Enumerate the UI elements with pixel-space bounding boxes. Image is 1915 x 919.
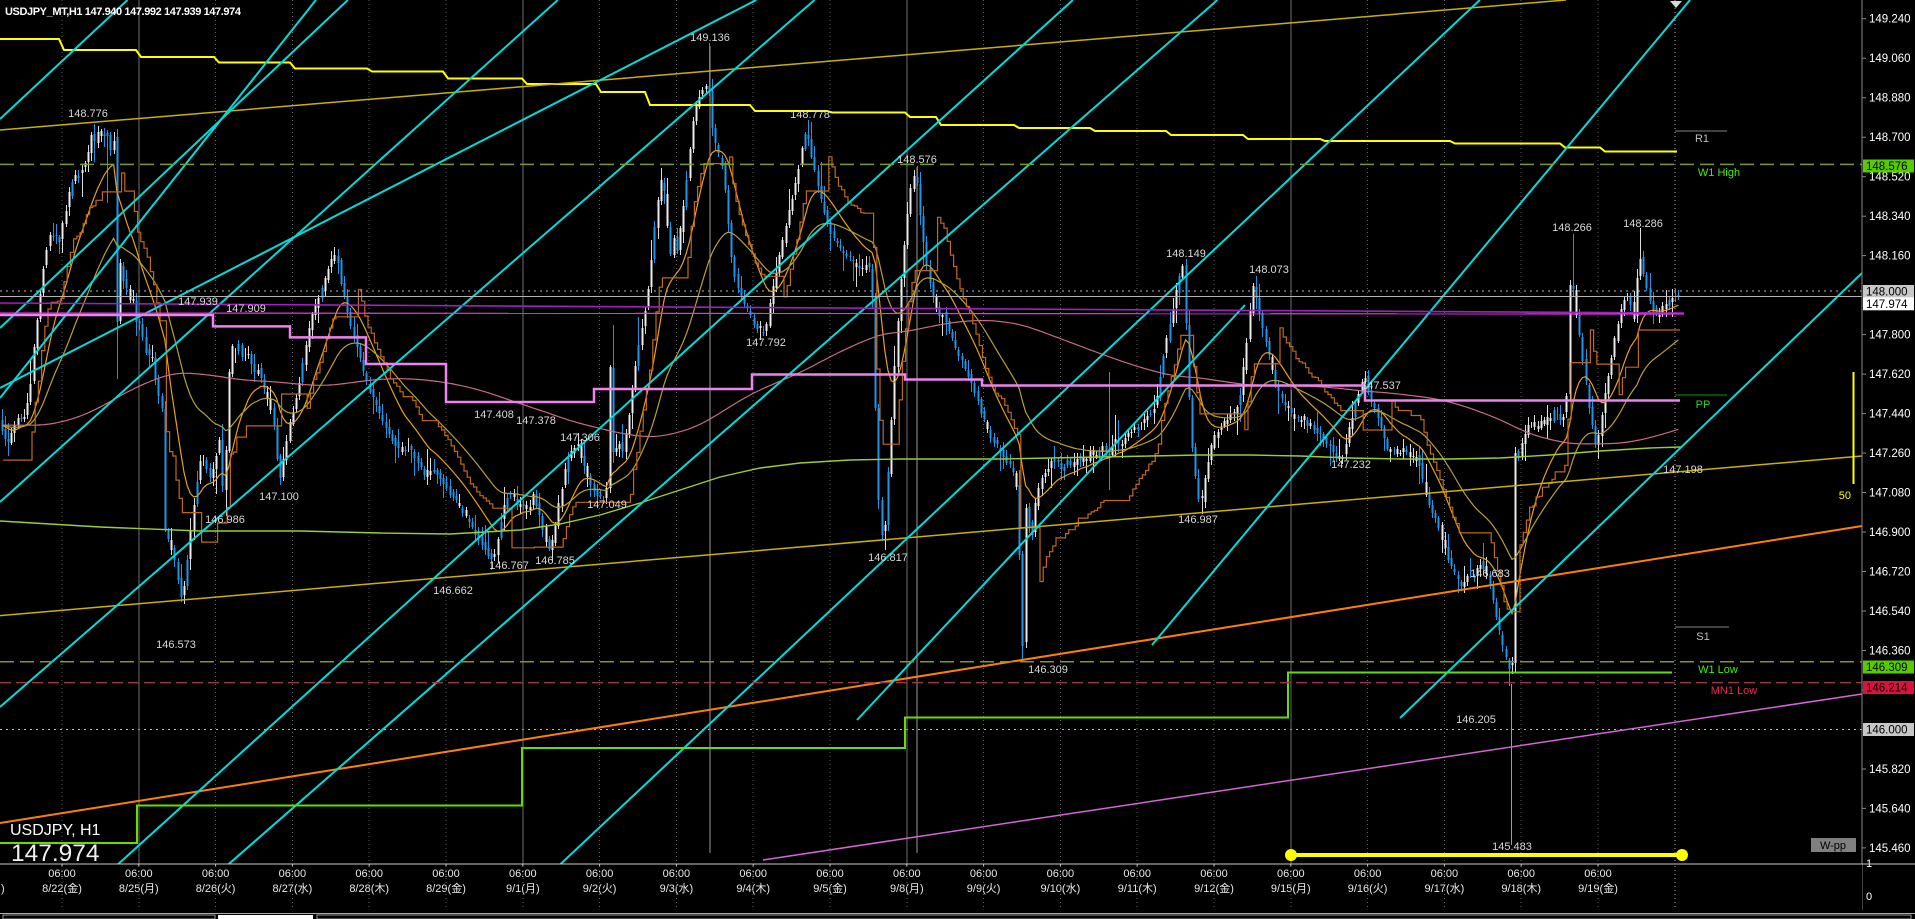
svg-text:148.340: 148.340 [1869,211,1911,223]
svg-text:9/1(月): 9/1(月) [506,883,540,895]
svg-text:146.540: 146.540 [1869,606,1911,618]
svg-text:147.440: 147.440 [1869,409,1911,421]
svg-text:S1: S1 [1696,631,1709,643]
svg-text:147.792: 147.792 [746,337,786,349]
svg-text:148.576: 148.576 [1866,161,1908,173]
svg-text:146.683: 146.683 [1470,568,1510,580]
svg-text:USDJPY, H1: USDJPY, H1 [10,822,101,839]
svg-text:9/16(火): 9/16(火) [1348,883,1388,895]
svg-text:9/5(金): 9/5(金) [813,881,847,895]
svg-text:147.378: 147.378 [516,415,556,427]
svg-text:145.820: 145.820 [1869,764,1911,776]
svg-text:9/9(火): 9/9(火) [967,883,1001,895]
svg-text:147.049: 147.049 [587,499,627,511]
svg-text:9/3(水): 9/3(水) [660,882,694,895]
svg-text:146.573: 146.573 [156,639,196,651]
svg-text:147.537: 147.537 [1361,380,1401,392]
svg-text:W1 Low: W1 Low [1698,664,1738,676]
svg-text:146.767: 146.767 [489,560,529,572]
svg-text:146.309: 146.309 [1028,664,1068,676]
svg-text:147.974: 147.974 [11,840,100,867]
svg-text:147.306: 147.306 [560,432,600,444]
svg-text:146.986: 146.986 [205,514,245,526]
svg-text:147.198: 147.198 [1663,464,1703,476]
svg-text:148.000: 148.000 [1866,287,1908,299]
svg-text:147.080: 147.080 [1869,488,1911,500]
svg-text:148.149: 148.149 [1166,248,1206,260]
svg-text:146.817: 146.817 [868,552,908,564]
svg-text:147.974: 147.974 [1866,299,1908,311]
svg-text:147.909: 147.909 [226,303,266,315]
svg-text:9/17(水): 9/17(水) [1425,882,1465,895]
svg-text:149.060: 149.060 [1869,53,1911,65]
svg-text:147.620: 147.620 [1869,369,1911,381]
svg-text:8/26(火): 8/26(火) [196,883,236,895]
svg-text:145.640: 145.640 [1869,803,1911,815]
svg-text:149.240: 149.240 [1869,14,1911,26]
svg-text:8/28(木): 8/28(木) [349,882,389,895]
svg-text:148.776: 148.776 [68,108,108,120]
svg-text:148.286: 148.286 [1623,218,1663,230]
svg-text:146.987: 146.987 [1178,514,1218,526]
svg-text:50: 50 [1839,490,1851,502]
svg-text:147.408: 147.408 [474,409,514,421]
svg-text:148.160: 148.160 [1869,251,1911,263]
svg-text:146.360: 146.360 [1869,646,1911,658]
svg-text:147.800: 147.800 [1869,330,1911,342]
svg-text:146.309: 146.309 [1866,662,1908,674]
svg-text:9/4(木): 9/4(木) [736,882,770,895]
svg-text:146.214: 146.214 [1866,683,1908,695]
svg-text:147.260: 147.260 [1869,448,1911,460]
svg-text:9/18(木): 9/18(木) [1501,882,1541,895]
svg-text:146.000: 146.000 [1866,725,1908,737]
svg-text:8/27(水): 8/27(水) [273,882,313,895]
svg-text:146.662: 146.662 [433,585,473,597]
svg-text:146.720: 146.720 [1869,567,1911,579]
svg-text:148.073: 148.073 [1249,264,1289,276]
svg-text:145.483: 145.483 [1492,841,1532,853]
svg-text:9/11(木): 9/11(木) [1118,882,1157,895]
svg-text:9/2(火): 9/2(火) [583,883,617,895]
svg-text:USDJPY_MT,H1 147.940 147.992: USDJPY_MT,H1 147.940 147.992 147.939 147… [5,6,242,18]
svg-text:9/8(月): 9/8(月) [890,883,924,895]
svg-text:148.880: 148.880 [1869,93,1911,105]
svg-text:148.576: 148.576 [897,154,937,166]
svg-text:9/19(金): 9/19(金) [1578,881,1618,895]
svg-text:149.136: 149.136 [690,32,730,44]
svg-text:0: 0 [1866,891,1872,903]
svg-text:147.939: 147.939 [178,296,218,308]
svg-text:145.460: 145.460 [1869,843,1911,855]
svg-text:8/22(金): 8/22(金) [42,881,82,895]
svg-text:147.100: 147.100 [259,491,299,503]
svg-text:148.520: 148.520 [1869,172,1911,184]
svg-text:W1 High: W1 High [1698,167,1740,179]
svg-text:R1: R1 [1695,133,1709,145]
svg-text:148.778: 148.778 [790,109,830,121]
svg-text:146.900: 146.900 [1869,527,1911,539]
svg-text:PP: PP [1696,399,1711,411]
svg-text:146.785: 146.785 [535,555,575,567]
svg-text:MN1 Low: MN1 Low [1711,685,1758,697]
svg-text:8/25(月): 8/25(月) [119,883,159,895]
svg-text:8/29(金): 8/29(金) [426,881,466,895]
svg-text:9/10(水): 9/10(水) [1041,882,1081,895]
svg-text:148.700: 148.700 [1869,132,1911,144]
svg-text:9/15(月): 9/15(月) [1271,883,1311,895]
svg-text:W-pp: W-pp [1820,840,1846,852]
svg-text:): ) [1,883,5,895]
svg-text:146.205: 146.205 [1456,714,1496,726]
svg-text:148.266: 148.266 [1552,222,1592,234]
svg-text:9/12(金): 9/12(金) [1194,881,1234,895]
svg-text:147.232: 147.232 [1331,459,1371,471]
